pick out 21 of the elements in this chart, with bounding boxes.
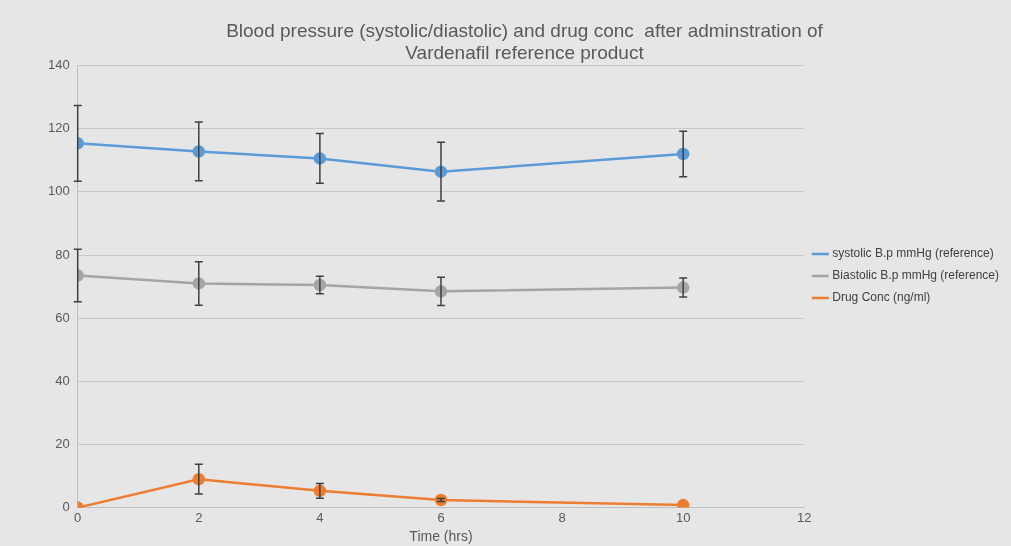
legend-label: systolic B.p mmHg (reference) (832, 246, 994, 261)
y-tick-label: 0 (62, 499, 70, 515)
x-tick-label: 8 (558, 509, 566, 525)
chart-title: Blood pressure (systolic/diastolic) and drug conc after adminstration of Vardenafil reference product (226, 19, 824, 64)
x-tick-label: 4 (316, 509, 324, 525)
legend-label: Drug Conc (ng/ml) (832, 290, 931, 305)
y-tick-label: 140 (47, 57, 70, 73)
x-tick-label: 12 (797, 509, 812, 525)
y-tick-label: 60 (55, 309, 70, 325)
y-tick-label: 40 (55, 372, 70, 388)
x-tick-label: 2 (195, 509, 203, 525)
y-tick-label: 100 (47, 183, 70, 199)
y-tick-label: 120 (47, 120, 70, 136)
x-tick-label: 10 (675, 509, 691, 525)
x-tick-label: 0 (74, 509, 82, 525)
legend-label: Biastolic B.p mmHg (reference) (832, 268, 999, 283)
x-tick-label: 6 (437, 509, 445, 525)
point (676, 498, 690, 508)
y-tick-label: 20 (55, 436, 70, 452)
y-tick-label: 80 (55, 246, 70, 262)
x-axis-title: Time (hrs) (409, 528, 473, 545)
